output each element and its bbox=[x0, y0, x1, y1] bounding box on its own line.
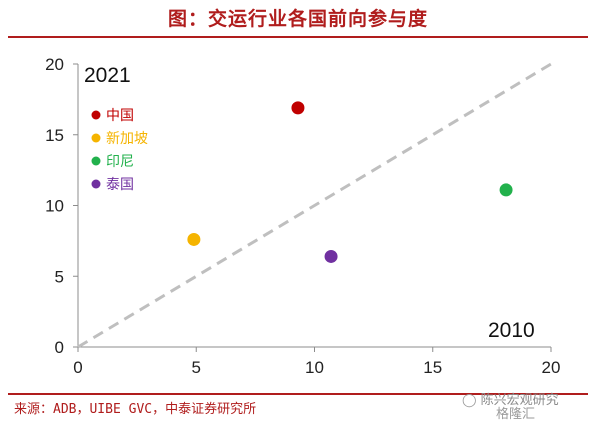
reference-line-group bbox=[77, 62, 552, 349]
data-points-group bbox=[187, 101, 513, 263]
chart-axes: 0 5 10 15 20 0 5 10 15 20 bbox=[45, 55, 560, 377]
footer-divider bbox=[8, 393, 588, 395]
page-title: 图：交运行业各国前向参与度 bbox=[167, 8, 428, 30]
data-point bbox=[499, 183, 513, 197]
watermark-logo: 格隆汇 bbox=[496, 407, 536, 422]
axis-titles-group: 2021 2010 bbox=[84, 64, 535, 342]
x-tick-label: 0 bbox=[73, 358, 82, 377]
legend-label: 泰国 bbox=[106, 177, 134, 193]
legend-marker bbox=[91, 179, 101, 189]
x-tick-label: 5 bbox=[192, 358, 201, 377]
data-point bbox=[187, 232, 201, 246]
y-axis-title: 2021 bbox=[84, 64, 131, 87]
watermark-channel: 陈兴宏观研究 bbox=[480, 393, 559, 408]
title-divider bbox=[8, 36, 588, 38]
legend-marker bbox=[91, 156, 101, 166]
legend-label: 中国 bbox=[106, 108, 134, 124]
legend-marker bbox=[91, 110, 101, 120]
y-tick-label: 20 bbox=[45, 55, 64, 74]
data-point bbox=[291, 101, 305, 115]
x-tick-label: 10 bbox=[305, 358, 324, 377]
y-tick-label: 5 bbox=[55, 267, 64, 286]
legend-label: 印尼 bbox=[106, 154, 134, 170]
data-point bbox=[324, 249, 338, 263]
x-tick-label: 20 bbox=[542, 358, 561, 377]
watermark: ◯ 陈兴宏观研究 格隆汇 bbox=[462, 389, 559, 422]
source-note: 来源：ADB，UIBE GVC，中泰证券研究所 bbox=[14, 402, 257, 417]
y-tick-label: 15 bbox=[45, 126, 64, 145]
reference-diagonal-line bbox=[77, 62, 552, 349]
x-axis-title: 2010 bbox=[488, 319, 535, 342]
wechat-icon: ◯ bbox=[462, 393, 477, 408]
legend-marker bbox=[91, 133, 101, 143]
y-tick-label: 0 bbox=[55, 338, 64, 357]
x-tick-label: 15 bbox=[423, 358, 442, 377]
legend-label: 新加坡 bbox=[106, 131, 148, 147]
y-tick-label: 10 bbox=[45, 197, 64, 216]
